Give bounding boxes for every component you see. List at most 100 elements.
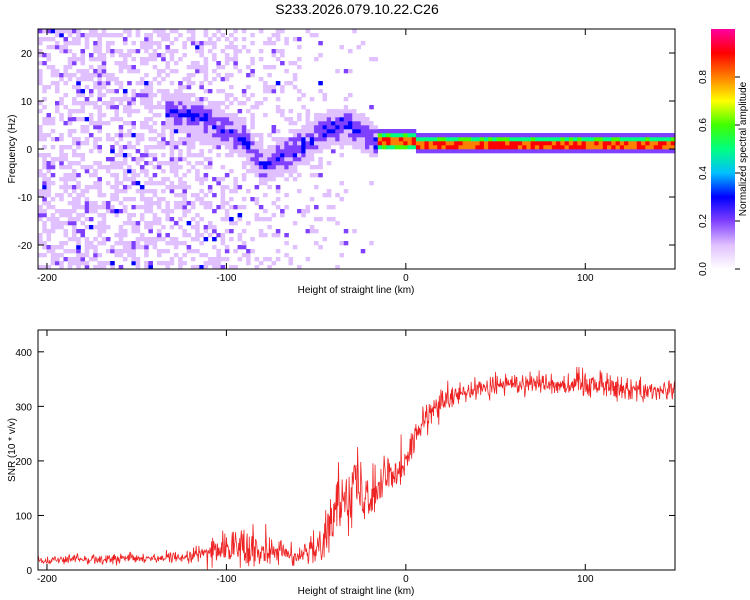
heatmap-cell — [280, 113, 285, 118]
heatmap-cell — [50, 253, 56, 258]
heatmap-cell — [169, 109, 175, 114]
heatmap-cell — [161, 125, 166, 130]
heatmap-cell — [59, 253, 64, 258]
heatmap-cell — [216, 117, 221, 122]
heatmap-cell — [318, 53, 323, 58]
heatmap-cell — [169, 153, 175, 158]
heatmap-cell — [46, 65, 52, 70]
heatmap-cell — [148, 97, 153, 102]
heatmap-cell — [271, 145, 277, 150]
heatmap-cell — [88, 93, 94, 98]
heatmap-cell — [101, 57, 107, 62]
heatmap-cell — [97, 189, 102, 194]
heatmap-cell — [80, 109, 86, 114]
heatmap-cell — [509, 145, 514, 150]
heatmap-cell — [199, 41, 204, 46]
heatmap-cell — [139, 41, 145, 46]
heatmap-cell — [71, 85, 77, 90]
heatmap-cell — [165, 49, 170, 54]
heatmap-cell — [241, 37, 247, 42]
heatmap-cell — [212, 257, 217, 262]
heatmap-cell — [93, 185, 98, 190]
heatmap-cell — [207, 113, 213, 118]
heatmap-cell — [50, 121, 56, 126]
heatmap-cell — [237, 109, 243, 114]
heatmap-cell — [267, 217, 272, 222]
heatmap-cell — [169, 133, 175, 138]
heatmap-cell — [466, 141, 472, 146]
heatmap-cell — [339, 105, 345, 110]
heatmap-cell — [127, 101, 132, 106]
heatmap-cell — [598, 137, 604, 142]
heatmap-cell — [212, 137, 217, 142]
heatmap-cell — [229, 133, 234, 138]
heatmap-cell — [135, 173, 141, 178]
heatmap-cell — [212, 141, 217, 146]
heatmap-cell — [97, 265, 102, 270]
heatmap-cell — [335, 129, 340, 134]
heatmap-cell — [127, 185, 132, 190]
heatmap-cell — [131, 101, 136, 106]
heatmap-cell — [63, 41, 69, 46]
heatmap-cell — [271, 49, 277, 54]
heatmap-cell — [381, 129, 387, 134]
heatmap-cell — [97, 229, 102, 234]
heatmap-cell — [509, 141, 514, 146]
heatmap-cell — [292, 245, 298, 250]
heatmap-cell — [203, 225, 209, 230]
heatmap-cell — [199, 197, 204, 202]
heatmap-cell — [71, 57, 77, 62]
heatmap-cell — [148, 125, 153, 130]
colorbar-ticks: 0.00.20.40.60.8 — [698, 70, 740, 276]
heatmap-cell — [54, 101, 60, 106]
heatmap-cell — [607, 149, 612, 154]
heatmap-cell — [318, 245, 323, 250]
heatmap-cell — [199, 49, 204, 54]
heatmap-cell — [280, 85, 285, 90]
heatmap-cell — [93, 105, 98, 110]
heatmap-cell — [292, 77, 298, 82]
heatmap-cell — [190, 137, 196, 142]
heatmap-cell — [632, 137, 638, 142]
heatmap-cell — [199, 65, 204, 70]
heatmap-cell — [97, 185, 102, 190]
heatmap-cell — [530, 149, 536, 154]
heatmap-cell — [46, 217, 52, 222]
heatmap-cell — [67, 133, 73, 138]
heatmap-cell — [139, 205, 145, 210]
heatmap-cell — [628, 145, 633, 150]
heatmap-cell — [71, 249, 77, 254]
heatmap-cell — [118, 153, 124, 158]
heatmap-cell — [182, 137, 187, 142]
heatmap-cell — [54, 89, 60, 94]
heatmap-cell — [539, 137, 544, 142]
heatmap-cell — [97, 213, 102, 218]
heatmap-cell — [267, 149, 272, 154]
heatmap-cell — [326, 121, 332, 126]
heatmap-cell — [110, 245, 115, 250]
heatmap-cell — [195, 101, 200, 106]
heatmap-cell — [212, 53, 217, 58]
heatmap-cell — [428, 149, 434, 154]
heatmap-cell — [280, 29, 285, 34]
heatmap-cell — [428, 137, 434, 142]
heatmap-cell — [641, 133, 646, 138]
heatmap-cell — [322, 97, 328, 102]
heatmap-cell — [42, 177, 47, 182]
heatmap-cell — [199, 81, 204, 86]
heatmap-cell — [97, 161, 102, 166]
heatmap-cell — [636, 141, 642, 146]
heatmap-cell — [288, 145, 294, 150]
heatmap-cell — [156, 181, 162, 186]
heatmap-cell — [186, 77, 192, 82]
heatmap-cell — [46, 233, 52, 238]
heatmap-cell — [50, 221, 56, 226]
heatmap-cell — [254, 177, 260, 182]
heatmap-cell — [297, 149, 302, 154]
heatmap-cell — [152, 157, 158, 162]
heatmap-cell — [93, 137, 98, 142]
heatmap-cell — [114, 173, 119, 178]
heatmap-cell — [165, 201, 170, 206]
heatmap-cell — [42, 97, 47, 102]
heatmap-cell — [615, 149, 621, 154]
